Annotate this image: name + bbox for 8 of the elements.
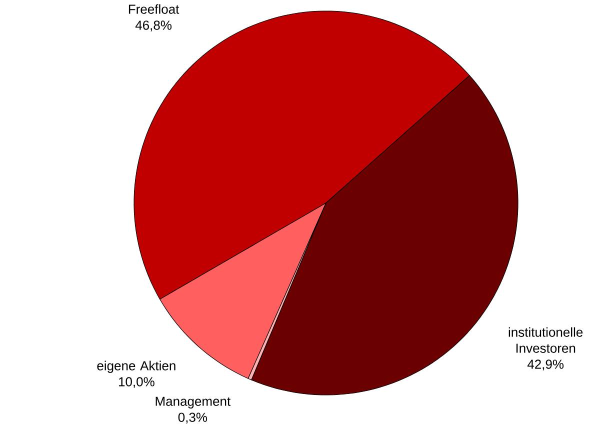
slice-label: Freefloat — [128, 4, 180, 14]
slice-label: eigene Aktien — [97, 360, 176, 373]
slice-label: Management — [156, 396, 231, 408]
data-label: 10,0% — [119, 377, 154, 388]
data-label: 42,9% — [527, 360, 564, 370]
data-label: 46,8% — [135, 20, 172, 32]
data-label: 0,3% — [178, 412, 208, 424]
slice-label: institutionelle Investoren — [508, 327, 583, 353]
